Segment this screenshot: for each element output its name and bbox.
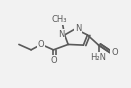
Text: O: O xyxy=(50,56,57,65)
Text: N: N xyxy=(75,24,82,33)
Text: O: O xyxy=(111,48,118,57)
Text: CH₃: CH₃ xyxy=(51,15,67,24)
Text: O: O xyxy=(38,40,45,49)
Text: H₂N: H₂N xyxy=(91,53,107,62)
Text: N: N xyxy=(58,30,65,39)
